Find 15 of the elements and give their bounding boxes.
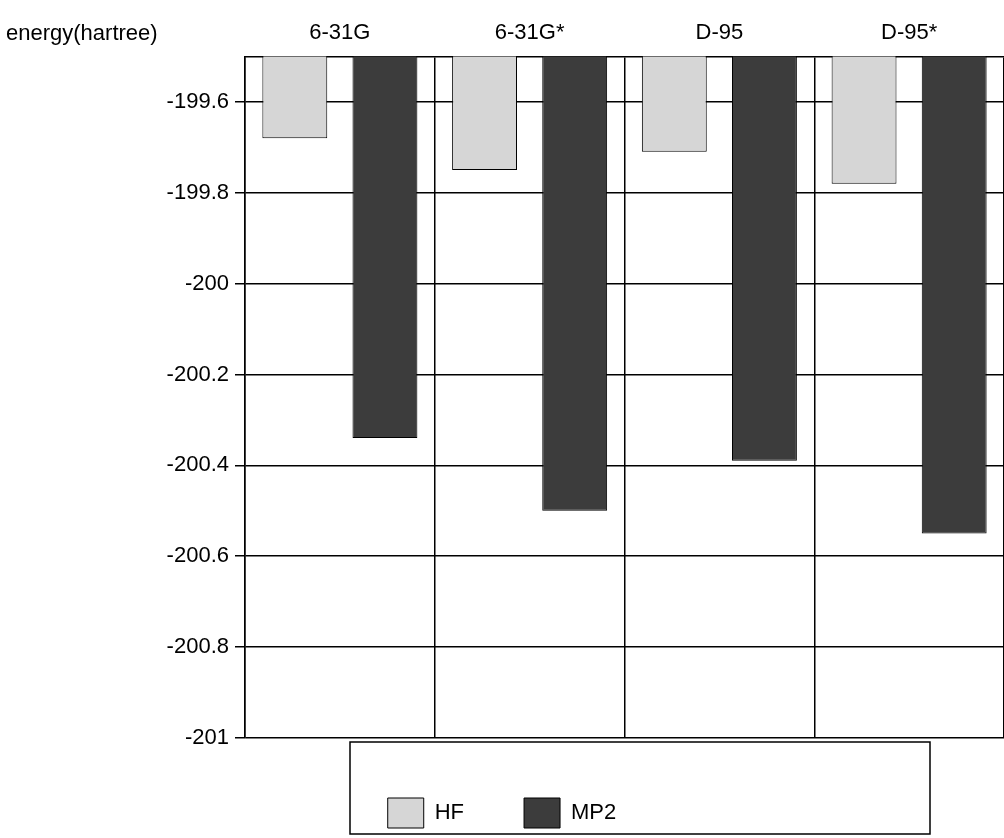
y-tick-label: -200.2 [166,360,229,386]
y-tick-label: -200.8 [166,633,229,659]
legend-label: MP2 [571,799,617,825]
y-tick-label: -199.8 [166,178,229,204]
y-tick-label: -200.4 [166,451,229,477]
y-tick-label: -200 [184,269,229,295]
x-tick-label: D-95* [881,19,938,45]
legend-label: HF [434,799,465,825]
y-tick-label: -200.6 [166,542,229,568]
x-tick-label: 6-31G* [494,19,565,45]
y-axis-title: energy(hartree) [6,20,158,46]
x-tick-label: 6-31G [309,19,371,45]
y-tick-label: -199.6 [166,87,229,113]
x-tick-label: D-95 [695,19,744,45]
y-tick-label: -201 [184,724,229,750]
